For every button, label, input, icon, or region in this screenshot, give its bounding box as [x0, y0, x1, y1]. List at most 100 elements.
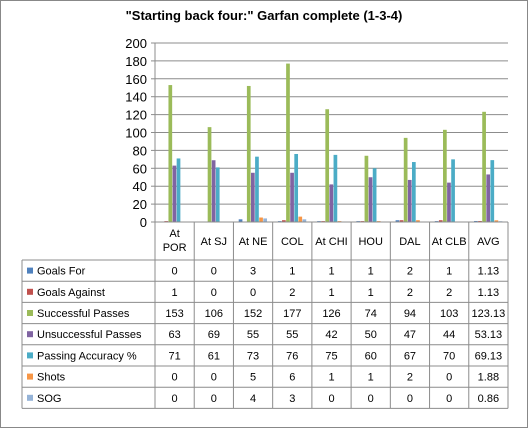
bar: [494, 220, 499, 222]
y-tick-label: 140: [125, 90, 147, 105]
x-tick-label: HOU: [358, 236, 383, 248]
data-label: 0: [446, 372, 452, 384]
bar: [282, 220, 286, 222]
bar: [294, 153, 299, 222]
bar: [325, 109, 330, 222]
x-tick-label: At CHI: [315, 236, 347, 248]
legend-swatch: [27, 394, 33, 401]
data-label: 2: [407, 266, 413, 278]
data-label: 152: [244, 308, 262, 320]
bar: [263, 218, 268, 222]
bar: [482, 111, 486, 222]
data-label: 0: [368, 393, 374, 405]
data-label: 3: [289, 393, 295, 405]
data-label: 0: [211, 266, 217, 278]
y-tick-label: 40: [133, 179, 147, 194]
data-label: 61: [208, 350, 220, 362]
bar: [478, 220, 482, 222]
data-label: 2: [407, 372, 413, 384]
data-label: 0.86: [478, 393, 499, 405]
bar: [399, 220, 404, 222]
y-tick-label: 20: [133, 197, 147, 212]
data-label: 153: [165, 308, 183, 320]
data-label: 6: [289, 372, 295, 384]
data-label: 67: [404, 350, 416, 362]
bar: [368, 177, 373, 222]
data-label: 60: [365, 350, 377, 362]
x-tick-label: COL: [281, 236, 304, 248]
data-label: 1: [172, 287, 178, 299]
bar: [416, 220, 420, 222]
data-label: 0: [172, 372, 178, 384]
data-label: 1.88: [478, 372, 499, 384]
legend-swatch: [27, 288, 33, 295]
bar: [333, 154, 338, 222]
data-label: 0: [172, 266, 178, 278]
data-label: 69: [208, 329, 220, 341]
y-tick-label: 80: [133, 143, 147, 158]
bar: [302, 219, 307, 222]
legend-swatch: [27, 310, 33, 316]
bar: [255, 156, 259, 222]
bar: [411, 162, 416, 222]
data-label: 74: [365, 308, 377, 320]
bar: [211, 160, 216, 222]
data-label: 103: [440, 308, 458, 320]
data-label: 0: [211, 372, 217, 384]
data-label: 75: [325, 350, 337, 362]
bar: [286, 63, 290, 223]
y-tick-label: 100: [125, 126, 147, 141]
data-label: 50: [365, 329, 377, 341]
data-label: 71: [168, 350, 180, 362]
data-label: 55: [247, 329, 259, 341]
bar: [474, 220, 478, 222]
data-label: 4: [250, 393, 256, 405]
data-label: 55: [286, 329, 298, 341]
data-label: 0: [407, 393, 413, 405]
bar: [395, 220, 400, 222]
data-label: 5: [250, 372, 256, 384]
bar: [438, 220, 443, 222]
data-label: 53.13: [475, 329, 503, 341]
data-label: 42: [325, 329, 337, 341]
y-tick-label: 200: [125, 36, 147, 51]
data-label: 76: [286, 350, 298, 362]
legend-swatch: [27, 331, 33, 338]
bar: [168, 85, 173, 222]
x-tick-label: POR: [163, 242, 187, 254]
bar: [290, 172, 294, 222]
data-label: 1: [289, 266, 295, 278]
data-label: 47: [404, 329, 416, 341]
data-label: 0: [211, 393, 217, 405]
data-label: 3: [250, 266, 256, 278]
data-label: 1.13: [478, 266, 499, 278]
legend-label: Successful Passes: [37, 308, 130, 320]
bar: [451, 159, 455, 222]
data-label: 1: [368, 287, 374, 299]
data-label: 106: [205, 308, 223, 320]
y-tick-label: 120: [125, 108, 147, 123]
data-label: 0: [446, 393, 452, 405]
y-tick-label: 180: [125, 54, 147, 69]
data-label: 70: [443, 350, 455, 362]
legend-label: Goals Against: [37, 287, 105, 299]
data-label: 73: [247, 350, 259, 362]
x-tick-label: AVG: [477, 236, 499, 248]
legend-label: SOG: [37, 393, 61, 405]
data-label: 1: [368, 266, 374, 278]
y-tick-label: 0: [140, 215, 147, 230]
data-label: 2: [289, 287, 295, 299]
data-label: 69.13: [475, 350, 503, 362]
bar: [364, 155, 369, 222]
bar: [490, 160, 495, 222]
bar: [207, 127, 212, 222]
bar: [407, 179, 412, 222]
x-tick-label: At SJ: [201, 236, 227, 248]
data-label: 123.13: [472, 308, 506, 320]
legend-swatch: [27, 373, 33, 380]
data-label: 1: [328, 372, 334, 384]
data-label: 0: [250, 287, 256, 299]
data-label: 44: [443, 329, 455, 341]
data-label: 1: [446, 266, 452, 278]
